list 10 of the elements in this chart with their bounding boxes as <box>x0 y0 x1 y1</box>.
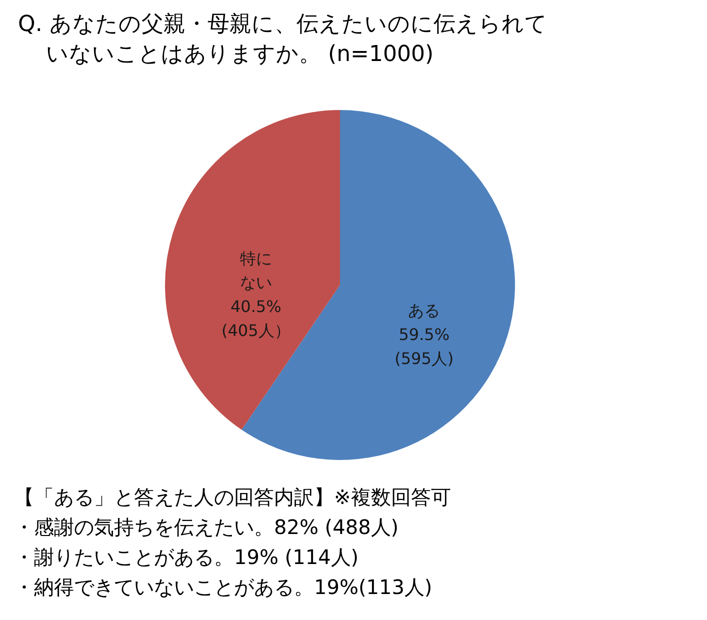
data-label: 40.5% (405人） <box>222 297 290 340</box>
slice-label: 特にない <box>240 249 272 292</box>
slice-label: ある <box>408 300 440 320</box>
text: ・納得できていないことがある。19%(113人) <box>14 574 434 601</box>
chart-title: Q. あなたの父親・母親に、伝えたいのに伝えられていないことはありますか。 (n=1000) <box>18 11 548 69</box>
text: ・感謝の気持ちを伝えたい。82% (488人) <box>14 514 400 541</box>
pie-slice <box>165 110 340 430</box>
text: ・謝りたいことがある。19% (114人) <box>14 544 360 571</box>
data-label: 59.5% (595人) <box>394 324 454 368</box>
text: 【「ある」と答えた人の回答内訳】※複数回答可 <box>14 484 451 511</box>
